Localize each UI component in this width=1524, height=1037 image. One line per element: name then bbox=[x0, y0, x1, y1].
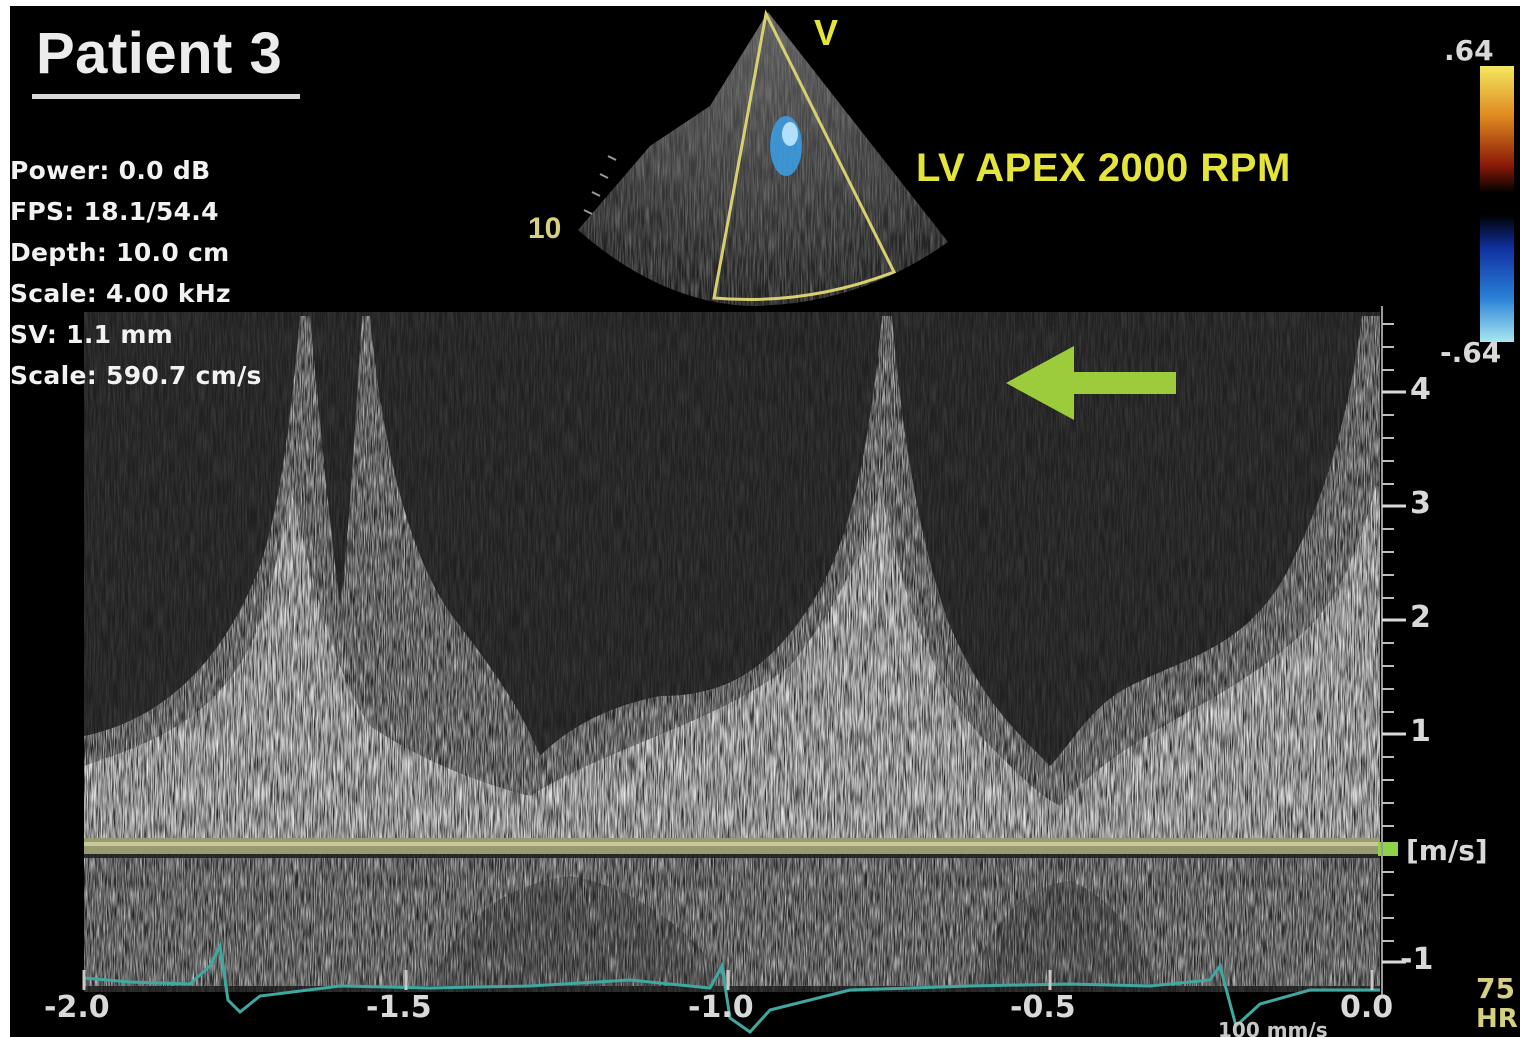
color-scale-top-label: .64 bbox=[1444, 34, 1494, 67]
param-fps: FPS: 18.1/54.4 bbox=[10, 197, 219, 226]
velocity-unit-label: [m/s] bbox=[1406, 834, 1488, 867]
velocity-tick-4: 4 bbox=[1410, 372, 1431, 407]
forward-flow-envelope bbox=[84, 316, 1380, 846]
time-tick-0-0: 0.0 bbox=[1340, 990, 1394, 1025]
forward-flow-core bbox=[84, 486, 1380, 846]
time-axis-ticks bbox=[82, 970, 1374, 990]
velocity-tick-2: 2 bbox=[1410, 600, 1431, 635]
reverse-flow-band bbox=[84, 858, 1380, 986]
param-scale-velocity: Scale: 590.7 cm/s bbox=[10, 361, 262, 390]
param-power: Power: 0.0 dB bbox=[10, 156, 211, 185]
echo-sector-image bbox=[578, 9, 948, 306]
time-tick-neg1-5: -1.5 bbox=[366, 990, 432, 1025]
reverse-flow-shadow-b bbox=[970, 881, 1160, 986]
sector-depth-ticks bbox=[583, 155, 617, 215]
patient-title: Patient 3 bbox=[36, 21, 283, 86]
sweep-speed-label: 100 mm/s bbox=[1218, 1018, 1328, 1037]
view-label: LV APEX 2000 RPM bbox=[916, 146, 1291, 190]
color-scale-bar bbox=[1480, 66, 1514, 342]
sector-depth-label: 10 bbox=[528, 212, 562, 245]
param-scale-khz: Scale: 4.00 kHz bbox=[10, 279, 231, 308]
doppler-screen: Patient 3 Power: 0.0 dB FPS: 18.1/54.4 D… bbox=[10, 6, 1520, 1037]
ecg-trace bbox=[83, 941, 1380, 1034]
doppler-baseline-highlight bbox=[84, 842, 1380, 846]
velocity-axis-major-ticks bbox=[1382, 390, 1406, 964]
param-sample-volume: SV: 1.1 mm bbox=[10, 320, 174, 349]
title-underline bbox=[32, 94, 300, 99]
velocity-tick-3: 3 bbox=[1410, 486, 1431, 521]
heart-rate-label: HR bbox=[1476, 1004, 1518, 1034]
velocity-axis-minor-ticks bbox=[1382, 323, 1394, 942]
spectral-doppler-display bbox=[82, 9, 1514, 1034]
param-depth: Depth: 10.0 cm bbox=[10, 238, 230, 267]
time-tick-neg0-5: -0.5 bbox=[1010, 990, 1076, 1025]
reverse-flow-shadow-a bbox=[430, 876, 730, 986]
heart-rate-value: 75 bbox=[1476, 972, 1515, 1005]
time-tick-neg1-0: -1.0 bbox=[688, 990, 754, 1025]
color-scale-bottom-label: -.64 bbox=[1440, 336, 1502, 369]
left-arrow-icon bbox=[1006, 346, 1176, 420]
probe-marker: V bbox=[814, 12, 839, 53]
time-tick-neg2-0: -2.0 bbox=[44, 990, 110, 1025]
velocity-tick-neg1: -1 bbox=[1400, 942, 1434, 977]
color-box-outline bbox=[712, 9, 897, 301]
velocity-tick-1: 1 bbox=[1410, 714, 1431, 749]
